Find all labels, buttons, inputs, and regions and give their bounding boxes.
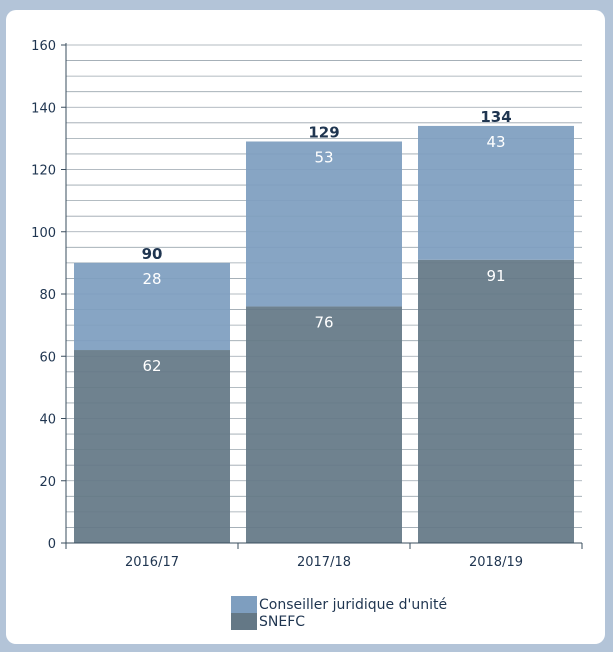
legend: Conseiller juridique d'unité SNEFC bbox=[231, 596, 447, 630]
data-label-snefc: 76 bbox=[314, 313, 333, 331]
y-tick-label: 80 bbox=[39, 288, 56, 303]
data-label-snefc: 91 bbox=[486, 267, 505, 285]
legend-swatch-conseiller bbox=[231, 596, 257, 613]
legend-item-snefc: SNEFC bbox=[231, 613, 447, 630]
legend-item-conseiller: Conseiller juridique d'unité bbox=[231, 596, 447, 613]
y-tick-label: 60 bbox=[39, 350, 56, 365]
data-label-snefc: 62 bbox=[142, 357, 161, 375]
bar-conseiller-0 bbox=[74, 262, 230, 351]
y-tick-label: 100 bbox=[31, 226, 56, 241]
stacked-bar-chart: 62 28 90 2016/17 76 53 129 2017/18 91 43 134 2018/1… bbox=[31, 39, 583, 570]
bar-snefc-2 bbox=[418, 259, 574, 543]
y-tick-label: 120 bbox=[31, 164, 56, 179]
chart-panel: 62 28 90 2016/17 76 53 129 2017/18 91 43 134 2018/1… bbox=[6, 10, 605, 644]
data-label-total: 90 bbox=[142, 245, 163, 263]
bar-snefc-1 bbox=[246, 306, 402, 543]
bar-snefc-0 bbox=[74, 350, 230, 543]
x-tick-label: 2018/19 bbox=[469, 555, 523, 570]
data-label-conseiller: 53 bbox=[314, 148, 333, 166]
x-tick-label: 2016/17 bbox=[125, 555, 179, 570]
bar-conseiller-1 bbox=[246, 141, 402, 307]
data-label-total: 129 bbox=[308, 123, 339, 141]
legend-label-conseiller: Conseiller juridique d'unité bbox=[259, 596, 448, 613]
x-tick-label: 2017/18 bbox=[297, 555, 351, 570]
data-label-conseiller: 43 bbox=[486, 133, 505, 151]
y-tick-label: 20 bbox=[39, 475, 56, 490]
y-tick-label: 0 bbox=[48, 537, 56, 552]
legend-label-snefc: SNEFC bbox=[259, 613, 306, 630]
y-tick-label: 160 bbox=[31, 39, 56, 54]
y-tick-label: 140 bbox=[31, 101, 56, 116]
data-label-total: 134 bbox=[480, 108, 511, 126]
data-label-conseiller: 28 bbox=[142, 270, 161, 288]
bar-conseiller-2 bbox=[418, 125, 574, 260]
legend-swatch-snefc bbox=[231, 613, 257, 630]
y-tick-label: 40 bbox=[39, 413, 56, 428]
